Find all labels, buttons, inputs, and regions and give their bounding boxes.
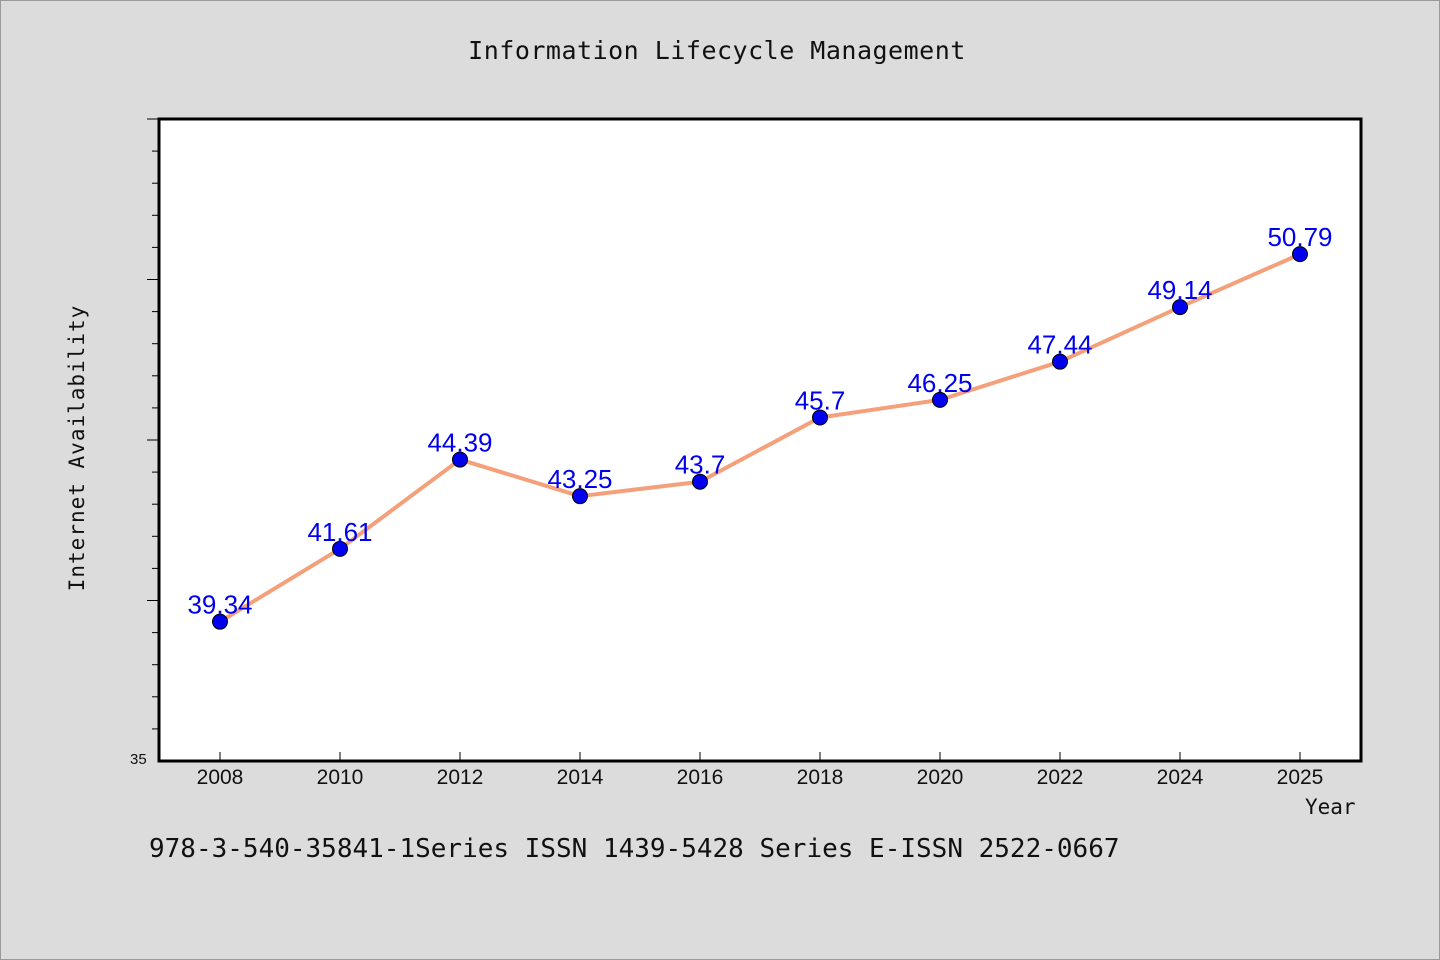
x-tick-label: 2010 (317, 766, 364, 789)
data-point (932, 391, 948, 408)
data-point (812, 409, 828, 426)
data-label: 45.7 (795, 386, 846, 416)
x-tick-label: 2012 (437, 766, 484, 789)
data-point (572, 488, 588, 505)
data-point (452, 451, 468, 468)
y-tick-label-35: 35 (130, 751, 147, 768)
data-label: 44.39 (427, 428, 492, 458)
x-tick-label: 2016 (677, 766, 724, 789)
data-label: 50.79 (1267, 222, 1332, 252)
data-label: 41.61 (307, 517, 372, 547)
data-label: 46.25 (907, 368, 972, 398)
x-axis-label: Year (1305, 795, 1356, 819)
x-tick-label: 2025 (1277, 766, 1324, 789)
data-point (692, 473, 708, 490)
x-tick-label: 2024 (1157, 766, 1204, 789)
data-label: 39.34 (187, 590, 252, 620)
x-axis-ticks: 2008 2010 2012 2014 2016 2018 2020 2022 2024 2025 (197, 752, 1324, 789)
y-axis-ticks (147, 118, 159, 730)
series-group: 39.34 41.61 44.39 43.25 43.7 45.7 46.25 47.44 49… (187, 222, 1333, 630)
data-label: 43.7 (675, 450, 726, 480)
data-label: 47.44 (1027, 330, 1092, 360)
x-tick-label: 2020 (917, 766, 964, 789)
data-point (1052, 353, 1068, 370)
chart-title: Information Lifecycle Management (468, 36, 966, 65)
series-line (218, 252, 1302, 624)
data-point (332, 540, 348, 557)
isbn-caption: 978-3-540-35841-1Series ISSN 1439-5428 S… (149, 834, 1120, 864)
x-tick-label: 2014 (557, 766, 604, 789)
data-label: 43.25 (547, 464, 612, 494)
x-tick-label: 2018 (797, 766, 844, 789)
x-tick-label: 2022 (1037, 766, 1084, 789)
data-point (1292, 246, 1308, 263)
plot-area (157, 117, 1363, 763)
x-tick-label: 2008 (197, 766, 244, 789)
data-label: 49.14 (1147, 275, 1212, 305)
data-point (1172, 299, 1188, 316)
data-point (212, 613, 228, 630)
